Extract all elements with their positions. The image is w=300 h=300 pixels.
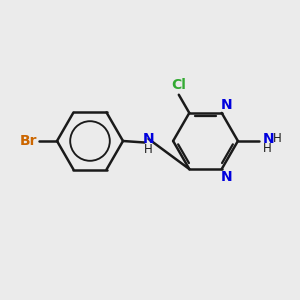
Text: H: H: [144, 142, 153, 156]
Text: N: N: [263, 132, 275, 145]
Text: N: N: [143, 132, 154, 146]
Text: H: H: [263, 142, 272, 155]
Text: N: N: [220, 98, 232, 112]
Text: Cl: Cl: [171, 78, 186, 92]
Text: Br: Br: [20, 134, 37, 148]
Text: H: H: [273, 132, 282, 145]
Text: N: N: [220, 170, 232, 184]
